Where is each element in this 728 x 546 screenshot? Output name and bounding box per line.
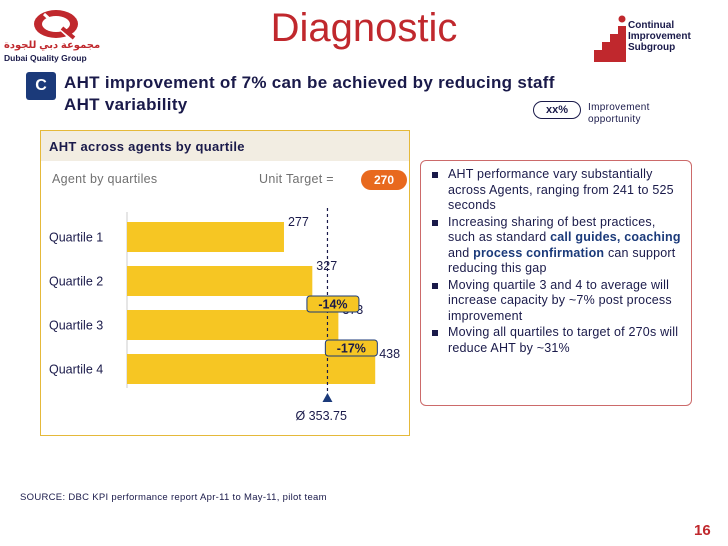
dubai-quality-group-logo	[34, 10, 78, 40]
annotation-badge	[324, 339, 378, 357]
chart-category-label: Quartile 3	[49, 319, 103, 333]
insight-bullet: Moving quartile 3 and 4 to average will …	[428, 278, 686, 325]
annotation-badge	[306, 295, 360, 313]
headline-line2: AHT variability	[64, 95, 188, 114]
dqg-logo-arabic: مجموعة دبي للجودة	[4, 40, 101, 51]
agent-quartiles-label: Agent by quartiles	[52, 172, 158, 186]
legend-marker: xx%	[533, 101, 581, 119]
chart-value-label: 327	[316, 259, 337, 273]
insights-list: AHT performance vary substantially acros…	[428, 167, 686, 357]
source-note: SOURCE: DBC KPI performance report Apr-1…	[20, 492, 327, 503]
unit-target-value: 270	[361, 170, 407, 190]
cis-line: Continual	[628, 20, 675, 31]
bullet-text: Moving all quartiles to target of 270s w…	[448, 325, 679, 355]
cis-line: Improvement	[628, 31, 691, 42]
bullet-text: Increasing sharing of best practices, su…	[448, 214, 656, 245]
section-badge: C	[26, 72, 56, 100]
bullet-highlight: process confirmation	[473, 245, 605, 260]
unit-target-label: Unit Target =	[259, 172, 334, 186]
chart-value-label: 438	[379, 347, 400, 361]
insights-box	[420, 160, 692, 406]
chart-bar	[127, 222, 284, 252]
bullet-square-icon	[432, 282, 438, 289]
chart-bar	[127, 310, 339, 340]
headline-line1: AHT improvement of 7% can be achieved by…	[64, 73, 555, 92]
cis-logo-text: Continual Improvement Subgroup	[628, 20, 691, 53]
chart-bar	[127, 266, 313, 296]
legend-text: Improvement opportunity	[588, 102, 650, 126]
legend-text-line2: opportunity	[588, 114, 641, 125]
bullet-square-icon	[432, 219, 438, 226]
bullet-square-icon	[432, 330, 438, 336]
bullet-square-icon	[432, 172, 438, 178]
cis-line: Subgroup	[628, 42, 676, 53]
annotation-label: -14%	[318, 298, 347, 312]
legend-text-line1: Improvement	[588, 102, 650, 113]
insight-bullet: Moving all quartiles to target of 270s w…	[428, 325, 686, 356]
insight-bullet: AHT performance vary substantially acros…	[428, 167, 686, 214]
chart-average-label: Ø 353.75	[295, 409, 346, 423]
dqg-logo-english: Dubai Quality Group	[4, 53, 87, 63]
chart-panel-header	[41, 131, 409, 161]
page-title: Diagnostic	[270, 6, 458, 50]
chart-bar	[127, 354, 376, 384]
chart-value-label: 277	[288, 215, 309, 229]
bullet-text: AHT performance vary substantially acros…	[448, 167, 674, 212]
continual-improvement-logo	[594, 15, 626, 62]
bullet-text: and	[448, 245, 474, 260]
chart-panel-title: AHT across agents by quartile	[49, 139, 245, 154]
bullet-highlight: call guides, coaching	[550, 230, 681, 244]
chart-category-label: Quartile 4	[49, 363, 103, 377]
annotation-label: -17%	[337, 342, 366, 356]
bullet-text: Moving quartile 3 and 4 to average will …	[448, 277, 672, 323]
insight-bullet: Increasing sharing of best practices, su…	[428, 215, 686, 277]
chart-panel	[40, 130, 410, 436]
page-number: 16	[694, 522, 711, 539]
average-marker-icon	[322, 393, 333, 402]
headline: AHT improvement of 7% can be achieved by…	[64, 72, 704, 116]
chart-category-label: Quartile 2	[49, 275, 103, 289]
chart-category-label: Quartile 1	[49, 231, 103, 245]
bullet-text: can support reducing this gap	[448, 245, 676, 276]
